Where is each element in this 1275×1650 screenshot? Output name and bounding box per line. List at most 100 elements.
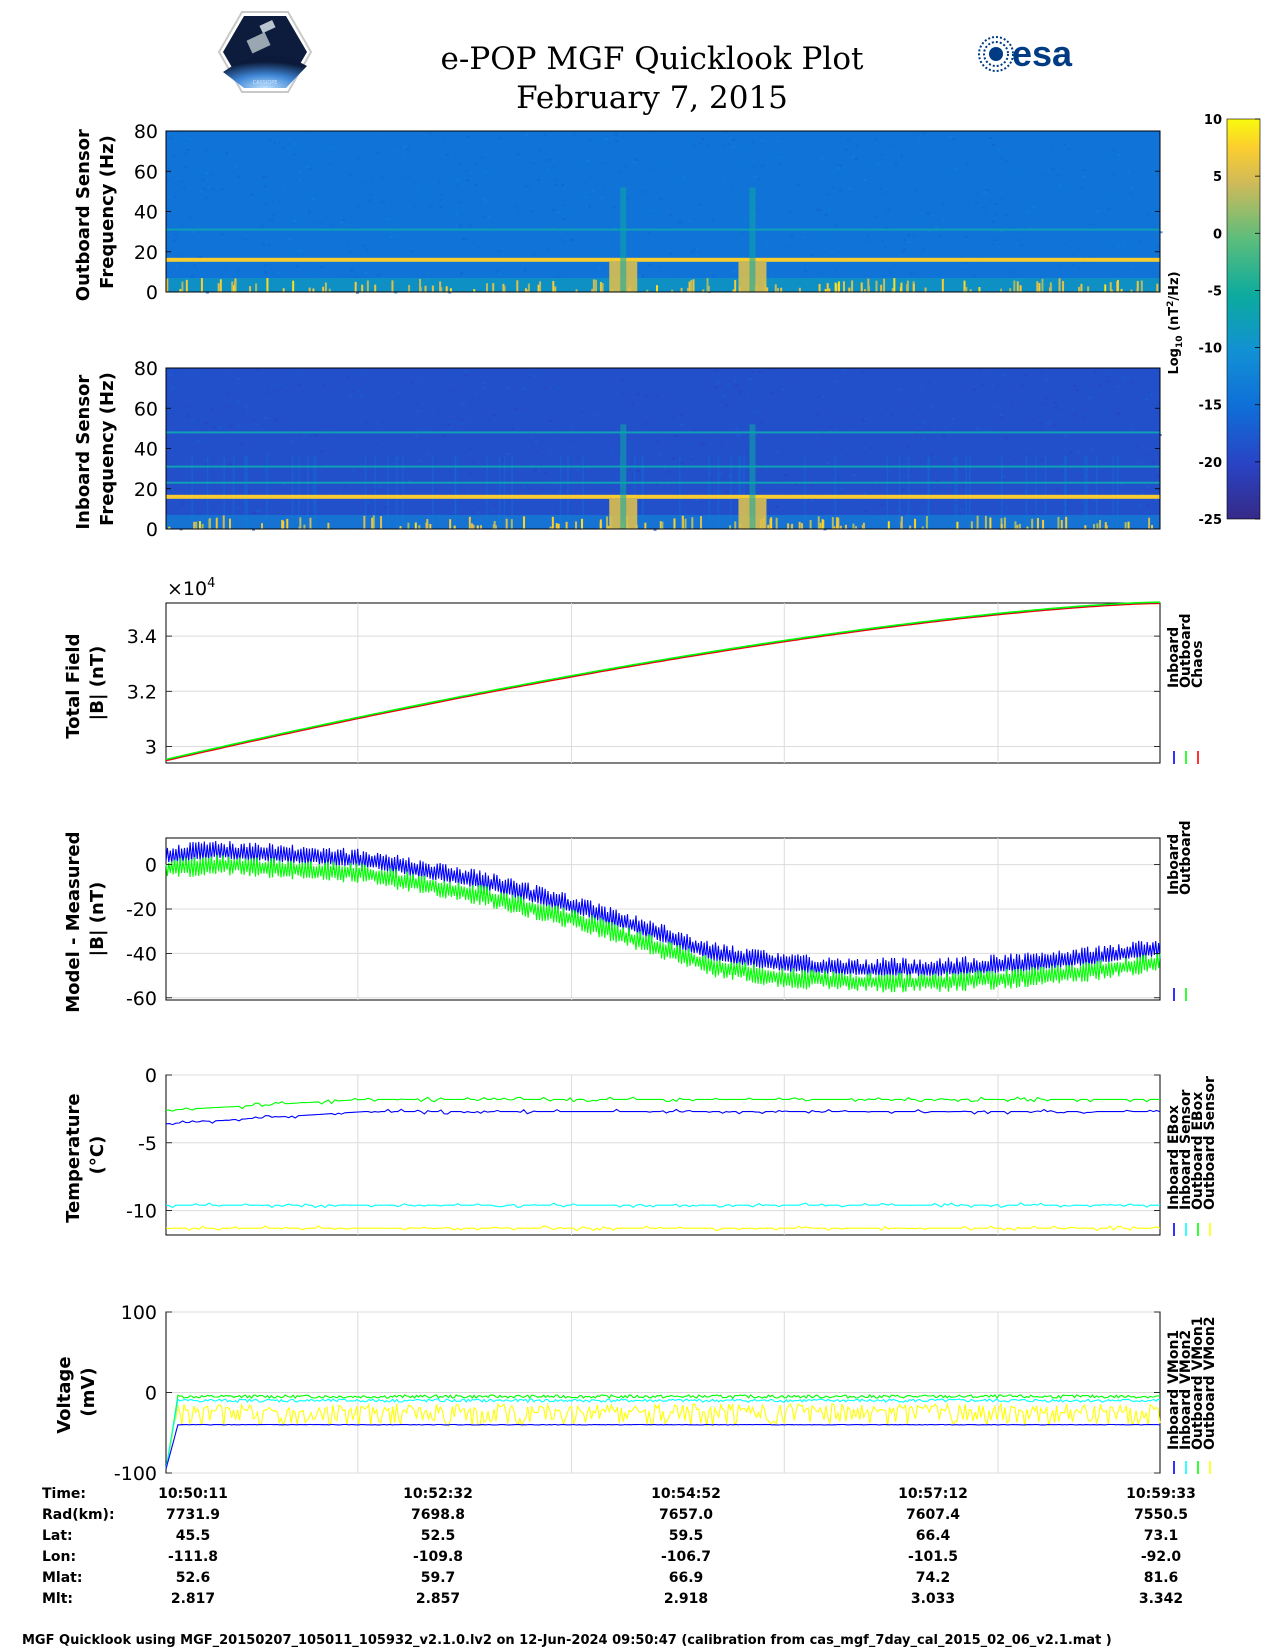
- spectrogram-texture: [912, 234, 916, 237]
- spectrogram-texture: [465, 420, 469, 423]
- spectrogram-lf-burst: [729, 525, 732, 529]
- model-measured-yticks: 0-20-40-60: [126, 855, 1160, 1010]
- spectrogram-texture: [369, 194, 373, 197]
- spectrogram-lf-burst: [834, 282, 837, 292]
- spectrogram-texture: [692, 144, 696, 147]
- spectrogram-texture: [1045, 397, 1049, 400]
- spectrogram-streak: [730, 456, 732, 529]
- spectrogram-texture: [249, 483, 253, 486]
- spectrogram-streak: [374, 456, 376, 529]
- spectrogram-texture: [188, 138, 192, 141]
- spectrogram-lf-burst: [473, 289, 476, 292]
- spectrogram-texture: [517, 513, 521, 516]
- spectrogram-texture: [764, 185, 768, 188]
- spectrogram-texture: [627, 150, 631, 153]
- spectrogram-texture: [625, 197, 629, 200]
- spectrogram-texture: [309, 387, 313, 390]
- spectrogram-texture: [1082, 261, 1086, 264]
- ephemeris-cell: 52.6: [176, 1570, 211, 1586]
- spectrogram-ytick-label: 40: [134, 439, 158, 461]
- spectrogram-texture: [861, 368, 865, 371]
- spectrogram-texture: [281, 146, 285, 149]
- spectrogram-texture: [371, 202, 375, 205]
- spectrogram-texture: [189, 369, 193, 372]
- spectrogram-texture: [266, 220, 270, 223]
- spectrogram-texture: [482, 386, 486, 389]
- spectrogram-texture: [459, 422, 463, 425]
- spectrogram-texture: [381, 276, 385, 279]
- spectrogram-texture: [857, 382, 861, 385]
- spectrogram-texture: [584, 196, 588, 199]
- spectrogram-texture: [512, 215, 516, 218]
- ytick-label: -5: [138, 1133, 157, 1155]
- spectrogram-texture: [240, 201, 244, 204]
- spectrogram-texture: [325, 492, 329, 495]
- spectrogram-texture: [649, 209, 653, 212]
- spectrogram-texture: [602, 188, 606, 191]
- spectrogram-lf-burst: [539, 281, 542, 292]
- spectrogram-texture: [805, 491, 809, 494]
- spectrogram-texture: [918, 137, 922, 140]
- spectrogram-texture: [596, 204, 600, 207]
- spectrogram-texture: [1033, 391, 1037, 394]
- spectrogram-lf-burst: [516, 280, 519, 292]
- spectrogram-texture: [1117, 441, 1121, 444]
- spectrogram-texture: [725, 134, 729, 137]
- spectrogram-texture: [1123, 471, 1127, 474]
- spectrogram-texture: [751, 370, 755, 373]
- total-field-exponent: ×104: [167, 576, 215, 600]
- spectrogram-texture: [977, 427, 981, 430]
- spectrogram-texture: [528, 487, 532, 490]
- spectrogram-texture: [951, 417, 955, 420]
- spectrogram-texture: [683, 395, 687, 398]
- spectrogram-texture: [1044, 379, 1048, 382]
- spectrogram-texture: [561, 184, 565, 187]
- spectrogram-texture: [915, 424, 919, 427]
- spectrogram-lf-burst: [1080, 283, 1083, 292]
- spectrogram-texture: [885, 226, 889, 229]
- total-field-grid: [166, 603, 1160, 763]
- spectrogram-texture: [474, 163, 478, 166]
- spectrogram-texture: [557, 386, 561, 389]
- spectrogram-texture: [900, 154, 904, 157]
- spectrogram-texture: [174, 196, 178, 199]
- spectrogram-texture: [218, 427, 222, 430]
- spectrogram-texture: [1064, 187, 1068, 190]
- spectrogram-ytick-label: 80: [134, 358, 158, 380]
- spectrogram-texture: [728, 133, 732, 136]
- total-field-panel: 33.23.4 ×104 Total Field |B| (nT) Inboar…: [63, 576, 1206, 764]
- spectrogram-texture: [991, 237, 995, 240]
- spectrogram-texture: [237, 175, 241, 178]
- spectrogram-texture: [574, 468, 578, 471]
- spectrogram-texture: [1074, 384, 1078, 387]
- spectrogram-texture: [811, 460, 815, 463]
- spectrogram-texture: [977, 368, 981, 371]
- ephemeris-cell: 7607.4: [906, 1507, 960, 1523]
- spectrogram-texture: [692, 138, 696, 141]
- spectrogram-texture: [312, 175, 316, 178]
- spectrogram-line-31hz: [166, 228, 1160, 231]
- spectrogram-texture: [961, 216, 965, 219]
- spectrogram-lf-burst: [1140, 280, 1143, 292]
- spectrogram-texture: [604, 137, 608, 140]
- spectrogram-texture: [1069, 450, 1073, 453]
- spectrogram-texture: [420, 385, 424, 388]
- spectrogram-texture: [239, 167, 243, 170]
- spectrogram-texture: [781, 388, 785, 391]
- spectrogram-texture: [880, 434, 884, 437]
- spectrogram-texture: [913, 217, 917, 220]
- spectrogram-texture: [704, 378, 708, 381]
- spectrogram-texture: [739, 162, 743, 165]
- spectrogram-lf-burst: [217, 283, 220, 292]
- spectrogram-lf-burst: [688, 281, 691, 292]
- spectrogram-texture: [535, 450, 539, 453]
- spectrogram-texture: [182, 186, 186, 189]
- spectrogram-texture: [910, 451, 914, 454]
- spectrogram-texture: [491, 271, 495, 274]
- spectrogram-lf-burst: [912, 283, 915, 292]
- spectrogram-texture: [399, 471, 403, 474]
- spectrogram-lf-burst: [179, 288, 182, 292]
- spectrogram-texture: [418, 459, 422, 462]
- spectrogram-texture: [652, 489, 656, 492]
- spectrogram-texture: [460, 402, 464, 405]
